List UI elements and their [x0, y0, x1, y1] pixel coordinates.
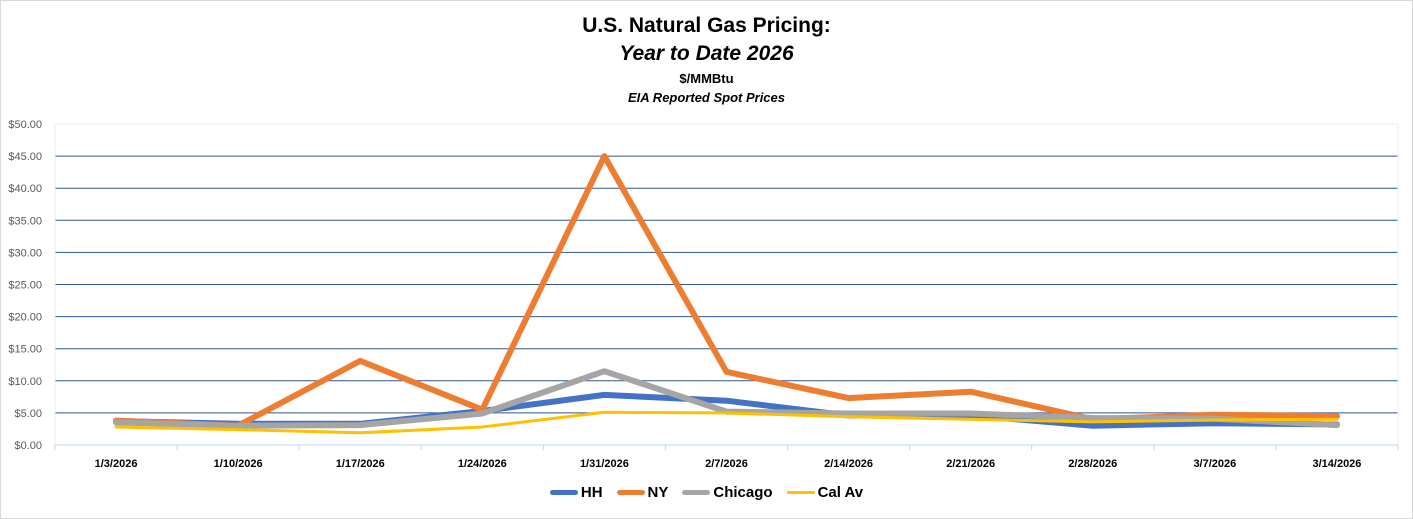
x-tick-label: 1/17/2026 — [336, 458, 385, 470]
x-tick-label: 1/3/2026 — [95, 458, 138, 470]
unit-label: $/MMBtu — [679, 71, 734, 86]
legend-label: NY — [647, 484, 669, 501]
legend-swatch — [682, 490, 711, 495]
y-tick-label: $35.00 — [8, 215, 42, 227]
y-tick-label: $50.00 — [8, 119, 42, 131]
chart-title: U.S. Natural Gas Pricing: — [582, 14, 831, 37]
legend-item-chicago: Chicago — [682, 484, 773, 501]
legend-swatch — [616, 490, 645, 495]
gridlines — [54, 123, 1399, 445]
x-tick-label: 3/7/2026 — [1193, 458, 1236, 470]
legend-swatch — [549, 490, 578, 495]
legend-item-ny: NY — [616, 484, 669, 501]
legend-label: Chicago — [713, 484, 773, 501]
legend-item-cal-av: Cal Av — [786, 484, 864, 501]
legend-swatch — [786, 491, 815, 494]
y-tick-label: $20.00 — [8, 312, 42, 324]
x-tick-label: 2/21/2026 — [946, 458, 995, 470]
chart-subtitle: Year to Date 2026 — [619, 42, 794, 65]
legend: HH NY Chicago Cal Av — [0, 484, 1413, 501]
x-axis-labels: 1/3/2026 1/10/2026 1/17/2026 1/24/2026 1/31/… — [95, 458, 1362, 470]
y-tick-label: $45.00 — [8, 151, 42, 163]
y-axis-labels: $0.00 $5.00 $10.00 $15.00 $20.00 $25.00 $30.00… — [8, 119, 42, 452]
y-tick-label: $0.00 — [14, 440, 42, 452]
x-tick-label: 2/28/2026 — [1068, 458, 1117, 470]
x-tick-label: 1/24/2026 — [458, 458, 507, 470]
y-tick-label: $30.00 — [8, 247, 42, 259]
y-tick-label: $5.00 — [14, 408, 42, 420]
x-axis — [54, 444, 1399, 450]
y-tick-label: $25.00 — [8, 280, 42, 292]
y-tick-label: $10.00 — [8, 376, 42, 388]
legend-label: Cal Av — [817, 484, 864, 501]
y-tick-label: $40.00 — [8, 183, 42, 195]
y-tick-label: $15.00 — [8, 344, 42, 356]
series-lines — [113, 153, 1340, 435]
x-tick-label: 1/31/2026 — [580, 458, 629, 470]
series-line-ny — [113, 153, 1340, 429]
legend-label: HH — [580, 484, 603, 501]
legend-item-hh: HH — [549, 484, 603, 501]
source-label: EIA Reported Spot Prices — [628, 90, 785, 105]
x-tick-label: 2/14/2026 — [824, 458, 873, 470]
x-tick-label: 2/7/2026 — [705, 458, 748, 470]
x-tick-label: 3/14/2026 — [1312, 458, 1361, 470]
x-tick-label: 1/10/2026 — [214, 458, 263, 470]
